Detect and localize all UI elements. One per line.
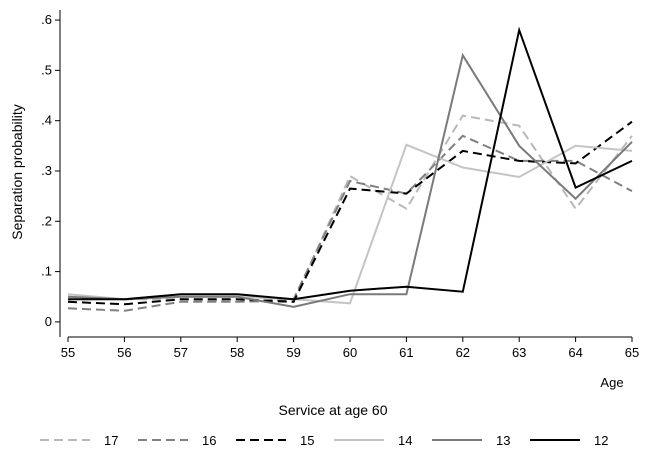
y-tick-label: .1: [41, 264, 52, 279]
age-axis-label: Age: [600, 375, 623, 390]
x-tick-label: 55: [61, 345, 75, 360]
x-tick-label: 64: [568, 345, 582, 360]
x-tick-label: 62: [456, 345, 470, 360]
x-tick-label: 61: [399, 345, 413, 360]
series-line-13: [67, 52, 633, 308]
y-tick-label: 0: [45, 314, 52, 329]
series-lines: [67, 26, 633, 312]
y-tick-label: .2: [41, 213, 52, 228]
x-tick-label: 58: [230, 345, 244, 360]
series-line-17: [67, 114, 633, 303]
x-axis-title: Service at age 60: [279, 402, 388, 418]
series-line-16: [67, 134, 633, 312]
x-tick-label: 59: [286, 345, 300, 360]
legend-label-14: 14: [398, 433, 412, 448]
x-tick-label: 56: [117, 345, 131, 360]
legend-label-12: 12: [594, 433, 608, 448]
legend-label-13: 13: [496, 433, 510, 448]
y-axis-title: Separation probability: [9, 104, 25, 239]
y-tick-label: .5: [41, 62, 52, 77]
y-tick-label: .3: [41, 163, 52, 178]
x-tick-label: 57: [174, 345, 188, 360]
y-axis-ticks: 0 .1 .2 .3 .4 .5 .6: [41, 12, 60, 329]
legend-label-16: 16: [202, 433, 216, 448]
y-tick-label: .6: [41, 12, 52, 27]
x-tick-label: 63: [512, 345, 526, 360]
legend: 17 16 15 14 13 12: [40, 433, 608, 448]
y-tick-label: .4: [41, 113, 52, 128]
x-tick-label: 65: [625, 345, 639, 360]
series-line-15: [67, 120, 633, 306]
legend-label-17: 17: [104, 433, 118, 448]
axes: [59, 10, 632, 338]
x-axis-ticks: 55 56 57 58 59 60 61 62 63 64 65: [61, 337, 639, 360]
series-line-12: [68, 26, 633, 301]
legend-label-15: 15: [300, 433, 314, 448]
x-tick-label: 60: [343, 345, 357, 360]
